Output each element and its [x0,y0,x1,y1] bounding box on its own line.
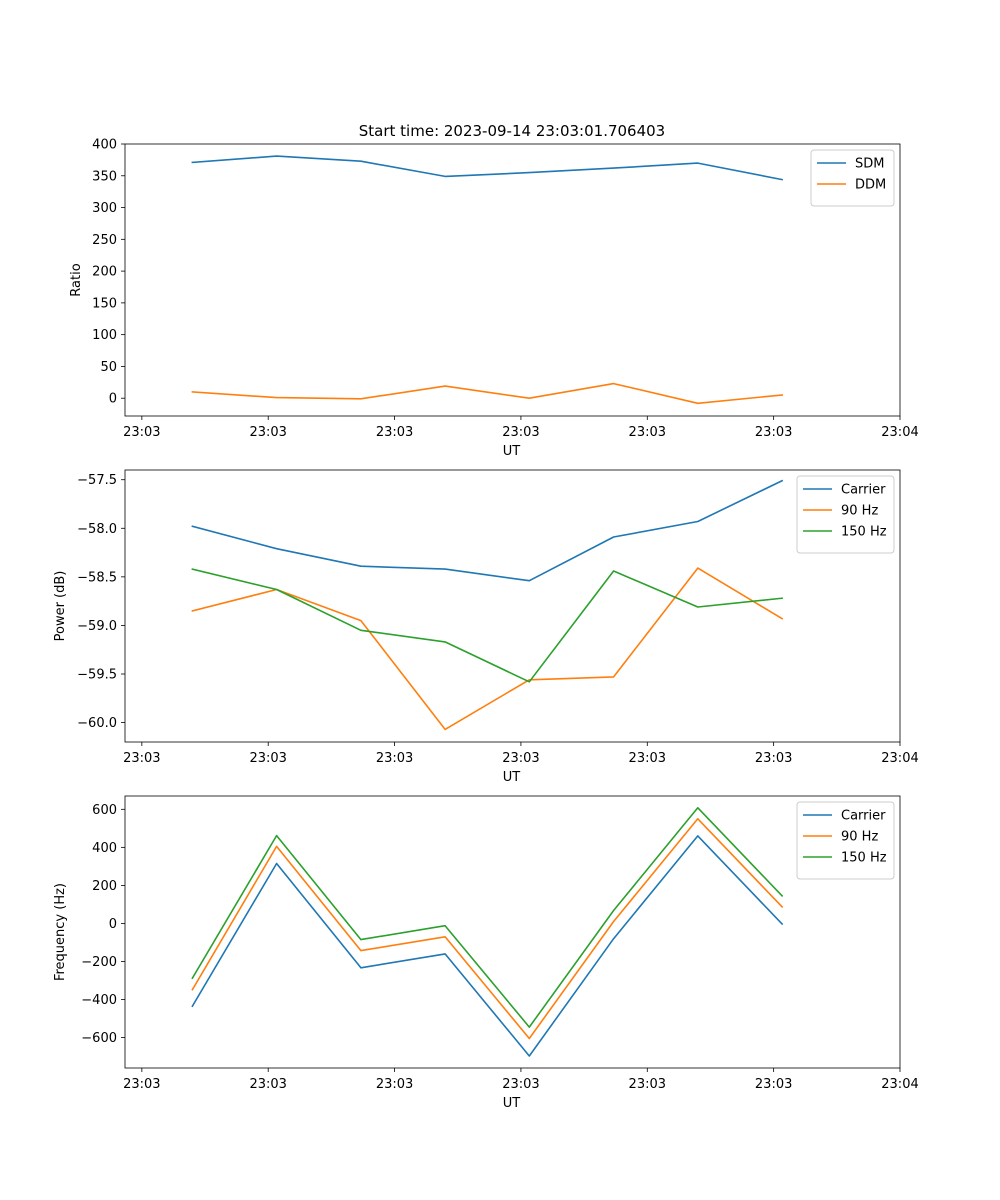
axes-frame [124,469,901,743]
y-axis-label: Ratio [69,263,84,296]
axes-frame [124,143,901,417]
x-tick-label: 23:04 [881,425,918,440]
x-tick-label: 23:03 [123,751,160,766]
x-tick-label: 23:03 [249,425,286,440]
y-tick-label: −58.5 [77,570,117,585]
x-tick-label: 23:03 [123,425,160,440]
x-tick-label: 23:03 [502,1077,539,1092]
y-tick-label: 100 [92,328,117,343]
series-line-90-hz [191,567,784,731]
y-tick-label: −400 [81,993,117,1008]
y-tick-label: 50 [100,360,117,375]
legend-entry: SDM [855,157,884,172]
legend-box [796,475,895,554]
y-tick-label: 600 [92,803,117,818]
y-tick-label: 400 [92,841,117,856]
x-tick-label: 23:03 [755,751,792,766]
x-tick-label: 23:03 [249,751,286,766]
y-tick-label: −58.0 [77,522,117,537]
x-tick-label: 23:03 [249,1077,286,1092]
y-tick-label: 200 [92,265,117,280]
y-axis-label: Frequency (Hz) [53,883,68,981]
series-line-carrier [191,835,784,1057]
legend-entry: 90 Hz [841,830,878,845]
y-axis-label: Power (dB) [53,571,68,642]
x-tick-label: 23:04 [881,1077,918,1092]
x-axis-label: UT [503,770,521,785]
y-tick-label: −57.5 [77,473,117,488]
y-tick-label: 0 [109,917,117,932]
x-tick-label: 23:03 [376,1077,413,1092]
legend-box [810,149,895,207]
series-line-carrier [191,479,784,582]
y-tick-label: −59.5 [77,668,117,683]
y-tick-label: −59.0 [77,619,117,634]
x-axis-label: UT [503,444,521,459]
legend: SDM DDM [810,149,895,207]
x-tick-label: 23:03 [376,751,413,766]
legend-entry: Carrier [841,483,886,498]
x-tick-label: 23:04 [881,751,918,766]
y-tick-label: 400 [92,138,117,153]
series-line-150-hz [191,806,784,1028]
x-tick-label: 23:03 [123,1077,160,1092]
y-tick-label: −200 [81,955,117,970]
legend-entry: Carrier [841,809,886,824]
y-tick-label: 150 [92,296,117,311]
x-tick-label: 23:03 [629,1077,666,1092]
chart-panel-3: 23:03 23:03 23:03 23:03 23:03 23:03 23:04 −600 −… [53,795,919,1111]
y-tick-label: 250 [92,233,117,248]
y-tick-label: −600 [81,1031,117,1046]
axes-frame [124,795,901,1069]
chart-panel-2: 23:03 23:03 23:03 23:03 23:03 23:03 23:04 −60.0… [53,469,919,785]
chart-title: Start time: 2023-09-14 23:03:01.706403 [359,122,665,140]
x-tick-label: 23:03 [629,751,666,766]
legend-entry: 150 Hz [841,525,887,540]
x-tick-label: 23:03 [755,425,792,440]
series-line-sdm [191,155,784,181]
y-tick-label: 350 [92,169,117,184]
series-line-150-hz [191,568,783,683]
legend: Carrier 90 Hz 150 Hz [796,475,895,554]
y-tick-label: 0 [109,392,117,407]
legend-entry: 90 Hz [841,504,878,519]
x-tick-label: 23:03 [502,751,539,766]
x-tick-label: 23:03 [502,425,539,440]
y-tick-label: −60.0 [77,716,117,731]
legend-entry: 150 Hz [841,851,887,866]
legend-entry: DDM [855,178,886,193]
y-tick-label: 300 [92,201,117,216]
x-axis-label: UT [503,1096,521,1111]
x-tick-label: 23:03 [376,425,413,440]
y-tick-label: 200 [92,879,117,894]
legend-box [796,801,895,880]
x-tick-label: 23:03 [755,1077,792,1092]
series-line-ddm [191,382,783,405]
chart-panel-1: 23:03 23:03 23:03 23:03 23:03 23:03 23:04 0 50 10… [69,138,919,460]
series-line-90-hz [191,817,784,1040]
x-tick-label: 23:03 [629,425,666,440]
legend: Carrier 90 Hz 150 Hz [796,801,895,880]
